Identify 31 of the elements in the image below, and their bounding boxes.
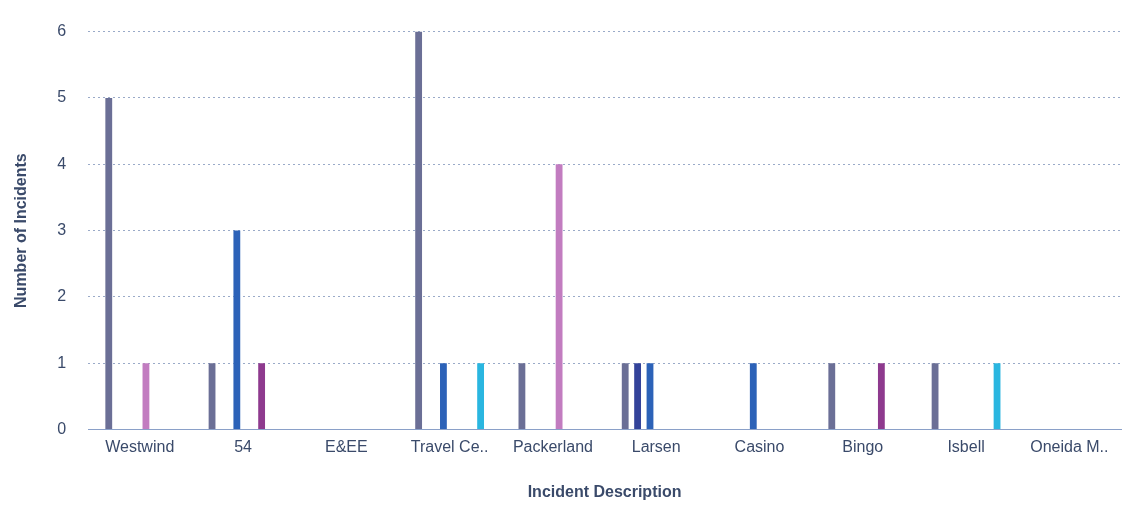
x-tick-label: Oneida M.. [1030,437,1109,455]
x-axis-title: Incident Description [527,482,682,500]
bar [877,363,885,430]
x-tick-label: Bingo [842,437,884,455]
y-tick-label: 2 [57,287,67,305]
x-tick-label: Packerland [512,437,593,455]
x-tick-label: Isbell [947,437,985,455]
x-tick-label: Casino [734,437,785,455]
bar [105,97,113,430]
bar [477,363,485,430]
bar [415,31,423,430]
y-tick-label: 3 [57,221,67,239]
x-tick-label: Westwind [105,437,175,455]
y-tick-label: 4 [57,154,67,172]
y-tick-label: 0 [57,420,67,438]
bar [749,363,757,430]
bar [621,363,629,430]
x-tick-label: E&EE [324,437,368,455]
bar [555,164,563,430]
bar [634,363,642,430]
x-tick-label: Travel Ce.. [410,437,489,455]
bar [440,363,447,430]
bar [233,230,241,430]
y-tick-label: 5 [57,88,67,106]
y-axis-title: Number of Incidents [12,153,30,308]
y-tick-label: 6 [57,22,67,40]
bar [258,363,266,430]
x-tick-label: 54 [234,437,253,455]
y-tick-label: 1 [57,353,67,371]
x-tick-label: Larsen [631,437,681,455]
bar [828,363,836,430]
